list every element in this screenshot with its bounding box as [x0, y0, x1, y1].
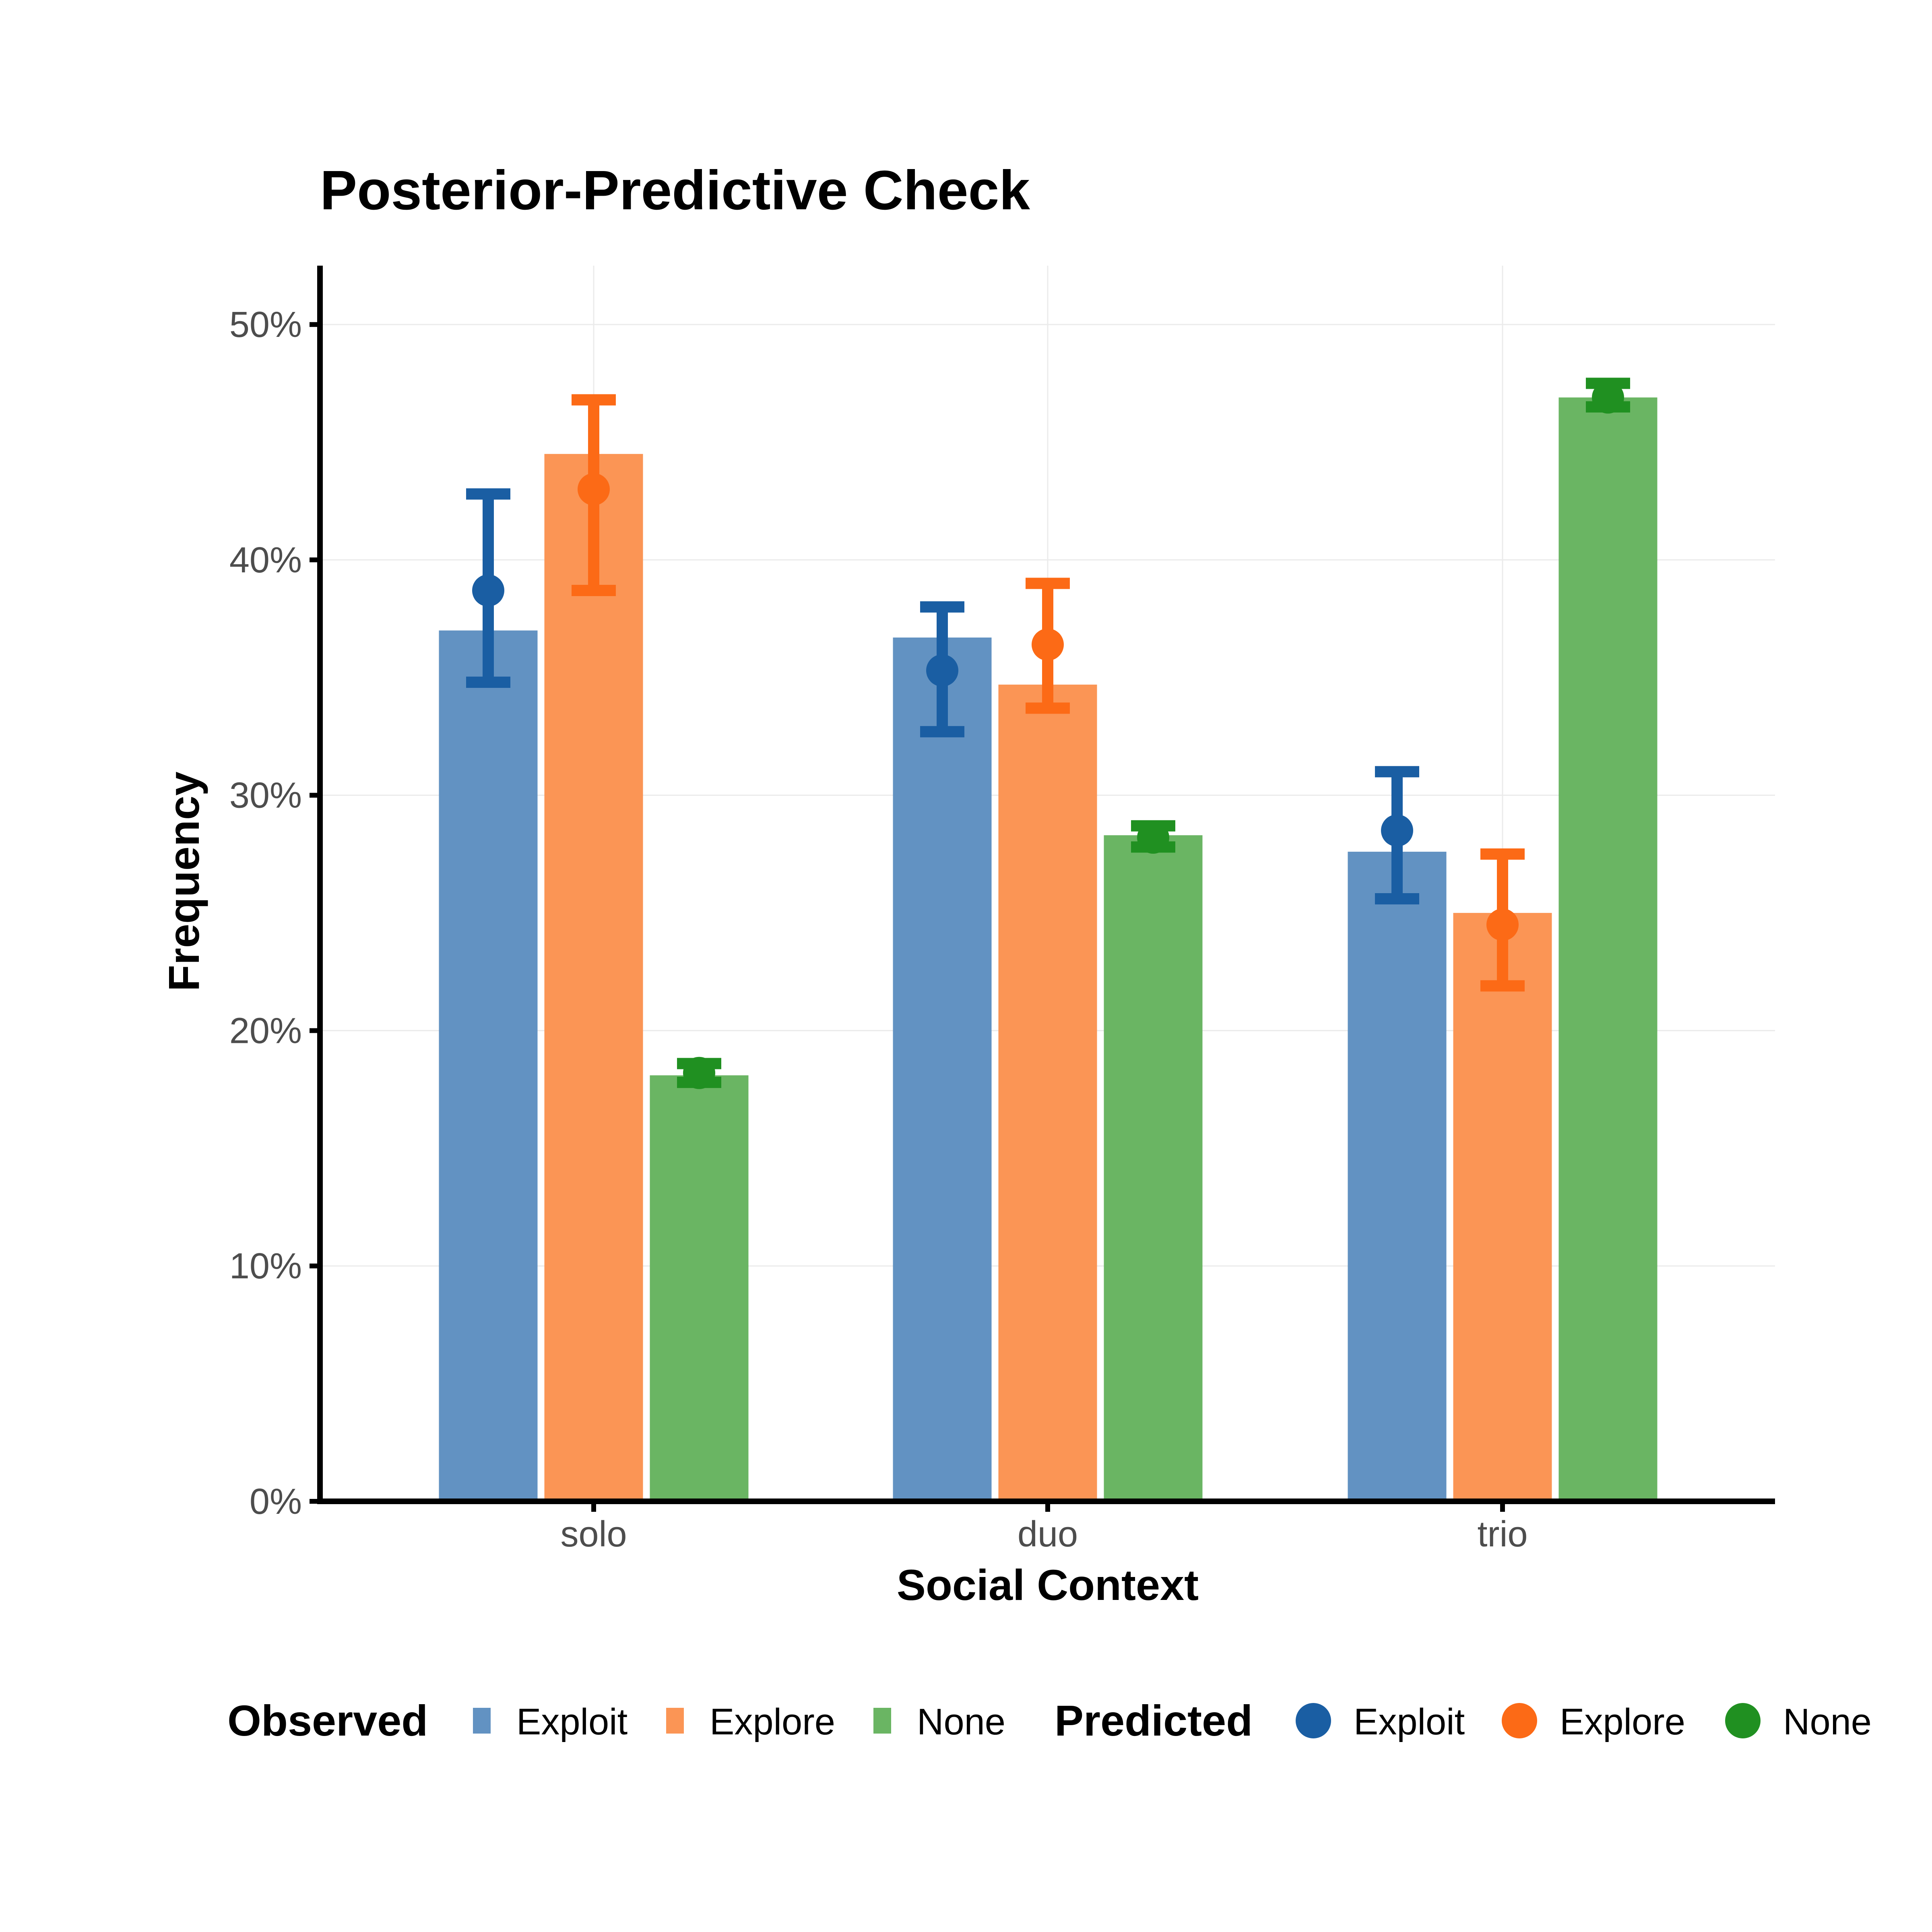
y-tick-label-3: 30% — [229, 776, 302, 816]
legend-title-predicted: Predicted — [1055, 1696, 1253, 1745]
point-predicted-exploit-duo — [926, 654, 958, 687]
bar-observed-none-duo — [1104, 835, 1203, 1501]
bar-observed-explore-solo — [544, 454, 643, 1501]
chart-title: Posterior-Predictive Check — [320, 159, 1030, 221]
bar-observed-none-trio — [1558, 397, 1657, 1501]
point-predicted-explore-solo — [578, 473, 610, 506]
y-tick-label-5: 50% — [229, 305, 302, 345]
legend-key-predicted-exploit — [1296, 1703, 1331, 1738]
legend-key-observed-explore — [666, 1708, 684, 1734]
bar-observed-none-solo — [650, 1075, 749, 1501]
bar-observed-explore-duo — [998, 684, 1097, 1501]
bar-observed-exploit-duo — [893, 637, 992, 1501]
y-tick-label-0: 0% — [250, 1482, 302, 1522]
legend-key-predicted-explore — [1502, 1703, 1537, 1738]
legend-label-predicted-explore: Explore — [1560, 1701, 1685, 1742]
y-tick-label-2: 20% — [229, 1011, 302, 1051]
legend: Observed Exploit Explore None Predicted Explo… — [227, 1696, 1872, 1745]
legend-key-predicted-none — [1725, 1703, 1761, 1738]
bar-observed-exploit-solo — [439, 630, 538, 1502]
legend-title-observed: Observed — [227, 1696, 428, 1745]
legend-label-predicted-none: None — [1783, 1701, 1872, 1742]
y-tick-label-1: 10% — [229, 1246, 302, 1286]
legend-label-observed-exploit: Exploit — [516, 1701, 627, 1742]
x-axis-title: Social Context — [897, 1560, 1199, 1609]
legend-key-observed-exploit — [473, 1708, 491, 1734]
point-predicted-none-solo — [683, 1057, 715, 1089]
bars-layer — [439, 397, 1657, 1502]
x-tick-label-duo: duo — [1018, 1514, 1078, 1554]
legend-key-observed-none — [873, 1708, 891, 1734]
legend-label-observed-explore: Explore — [710, 1701, 835, 1742]
tick-labels-layer: 0% 10% 20% 30% 40% 50% solo duo trio — [229, 305, 1528, 1554]
point-predicted-explore-duo — [1032, 628, 1064, 661]
bar-observed-explore-trio — [1453, 913, 1552, 1501]
legend-label-predicted-exploit: Exploit — [1354, 1701, 1465, 1742]
legend-label-observed-none: None — [917, 1701, 1005, 1742]
x-tick-label-trio: trio — [1477, 1514, 1527, 1554]
y-tick-label-4: 40% — [229, 540, 302, 580]
point-predicted-explore-trio — [1486, 908, 1519, 941]
point-predicted-exploit-solo — [472, 574, 504, 607]
y-axis-title: Frequency — [159, 772, 208, 991]
x-tick-label-solo: solo — [560, 1514, 627, 1554]
point-predicted-none-trio — [1592, 381, 1624, 414]
bar-observed-exploit-trio — [1348, 852, 1447, 1501]
error-bars-layer — [466, 378, 1630, 1089]
point-predicted-none-duo — [1137, 821, 1169, 854]
point-predicted-exploit-trio — [1381, 814, 1413, 847]
